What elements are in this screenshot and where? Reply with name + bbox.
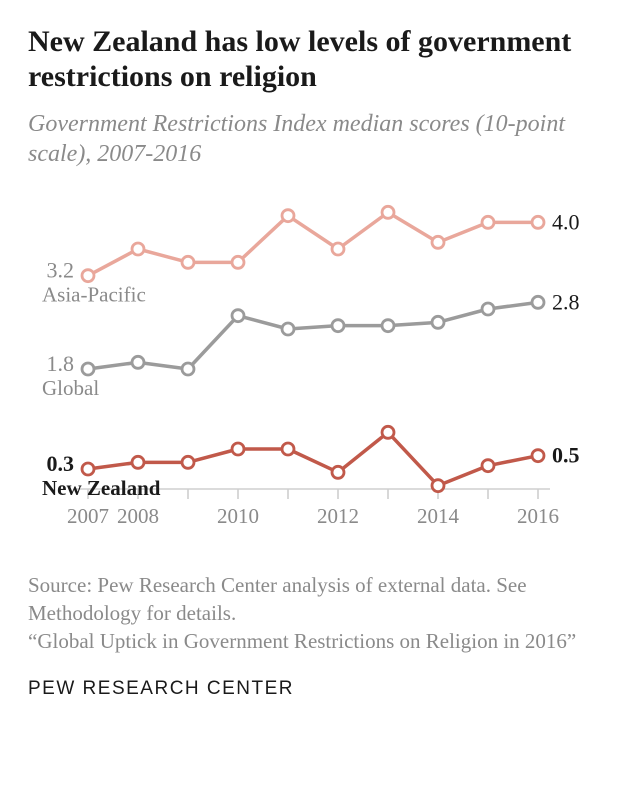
chart-svg: 2007 2008 2010 2012 2014 2016 3.2Asia-Pacific 4…: [28, 179, 588, 549]
footer-report: “Global Uptick in Government Restriction…: [28, 627, 592, 655]
svg-text:4.0: 4.0: [552, 209, 580, 234]
svg-text:2008: 2008: [117, 504, 159, 528]
footer-notes: Source: Pew Research Center analysis of …: [28, 571, 592, 656]
line-chart: 2007 2008 2010 2012 2014 2016 3.2Asia-Pacific 4…: [28, 179, 588, 549]
svg-text:1.8: 1.8: [47, 351, 75, 376]
svg-text:New Zealand: New Zealand: [42, 476, 161, 500]
svg-text:Global: Global: [42, 376, 99, 400]
svg-text:2016: 2016: [517, 504, 559, 528]
svg-text:0.3: 0.3: [47, 451, 75, 476]
svg-text:2012: 2012: [317, 504, 359, 528]
footer-source: Source: Pew Research Center analysis of …: [28, 571, 592, 628]
svg-text:0.5: 0.5: [552, 442, 580, 467]
svg-text:2010: 2010: [217, 504, 259, 528]
svg-text:2.8: 2.8: [552, 289, 580, 314]
svg-text:Asia-Pacific: Asia-Pacific: [42, 282, 146, 306]
svg-text:3.2: 3.2: [47, 257, 75, 282]
svg-text:2007: 2007: [67, 504, 109, 528]
chart-subtitle: Government Restrictions Index median sco…: [28, 109, 592, 169]
attribution: PEW RESEARCH CENTER: [28, 678, 592, 700]
svg-text:2014: 2014: [417, 504, 460, 528]
page-title: New Zealand has low levels of government…: [28, 24, 592, 95]
